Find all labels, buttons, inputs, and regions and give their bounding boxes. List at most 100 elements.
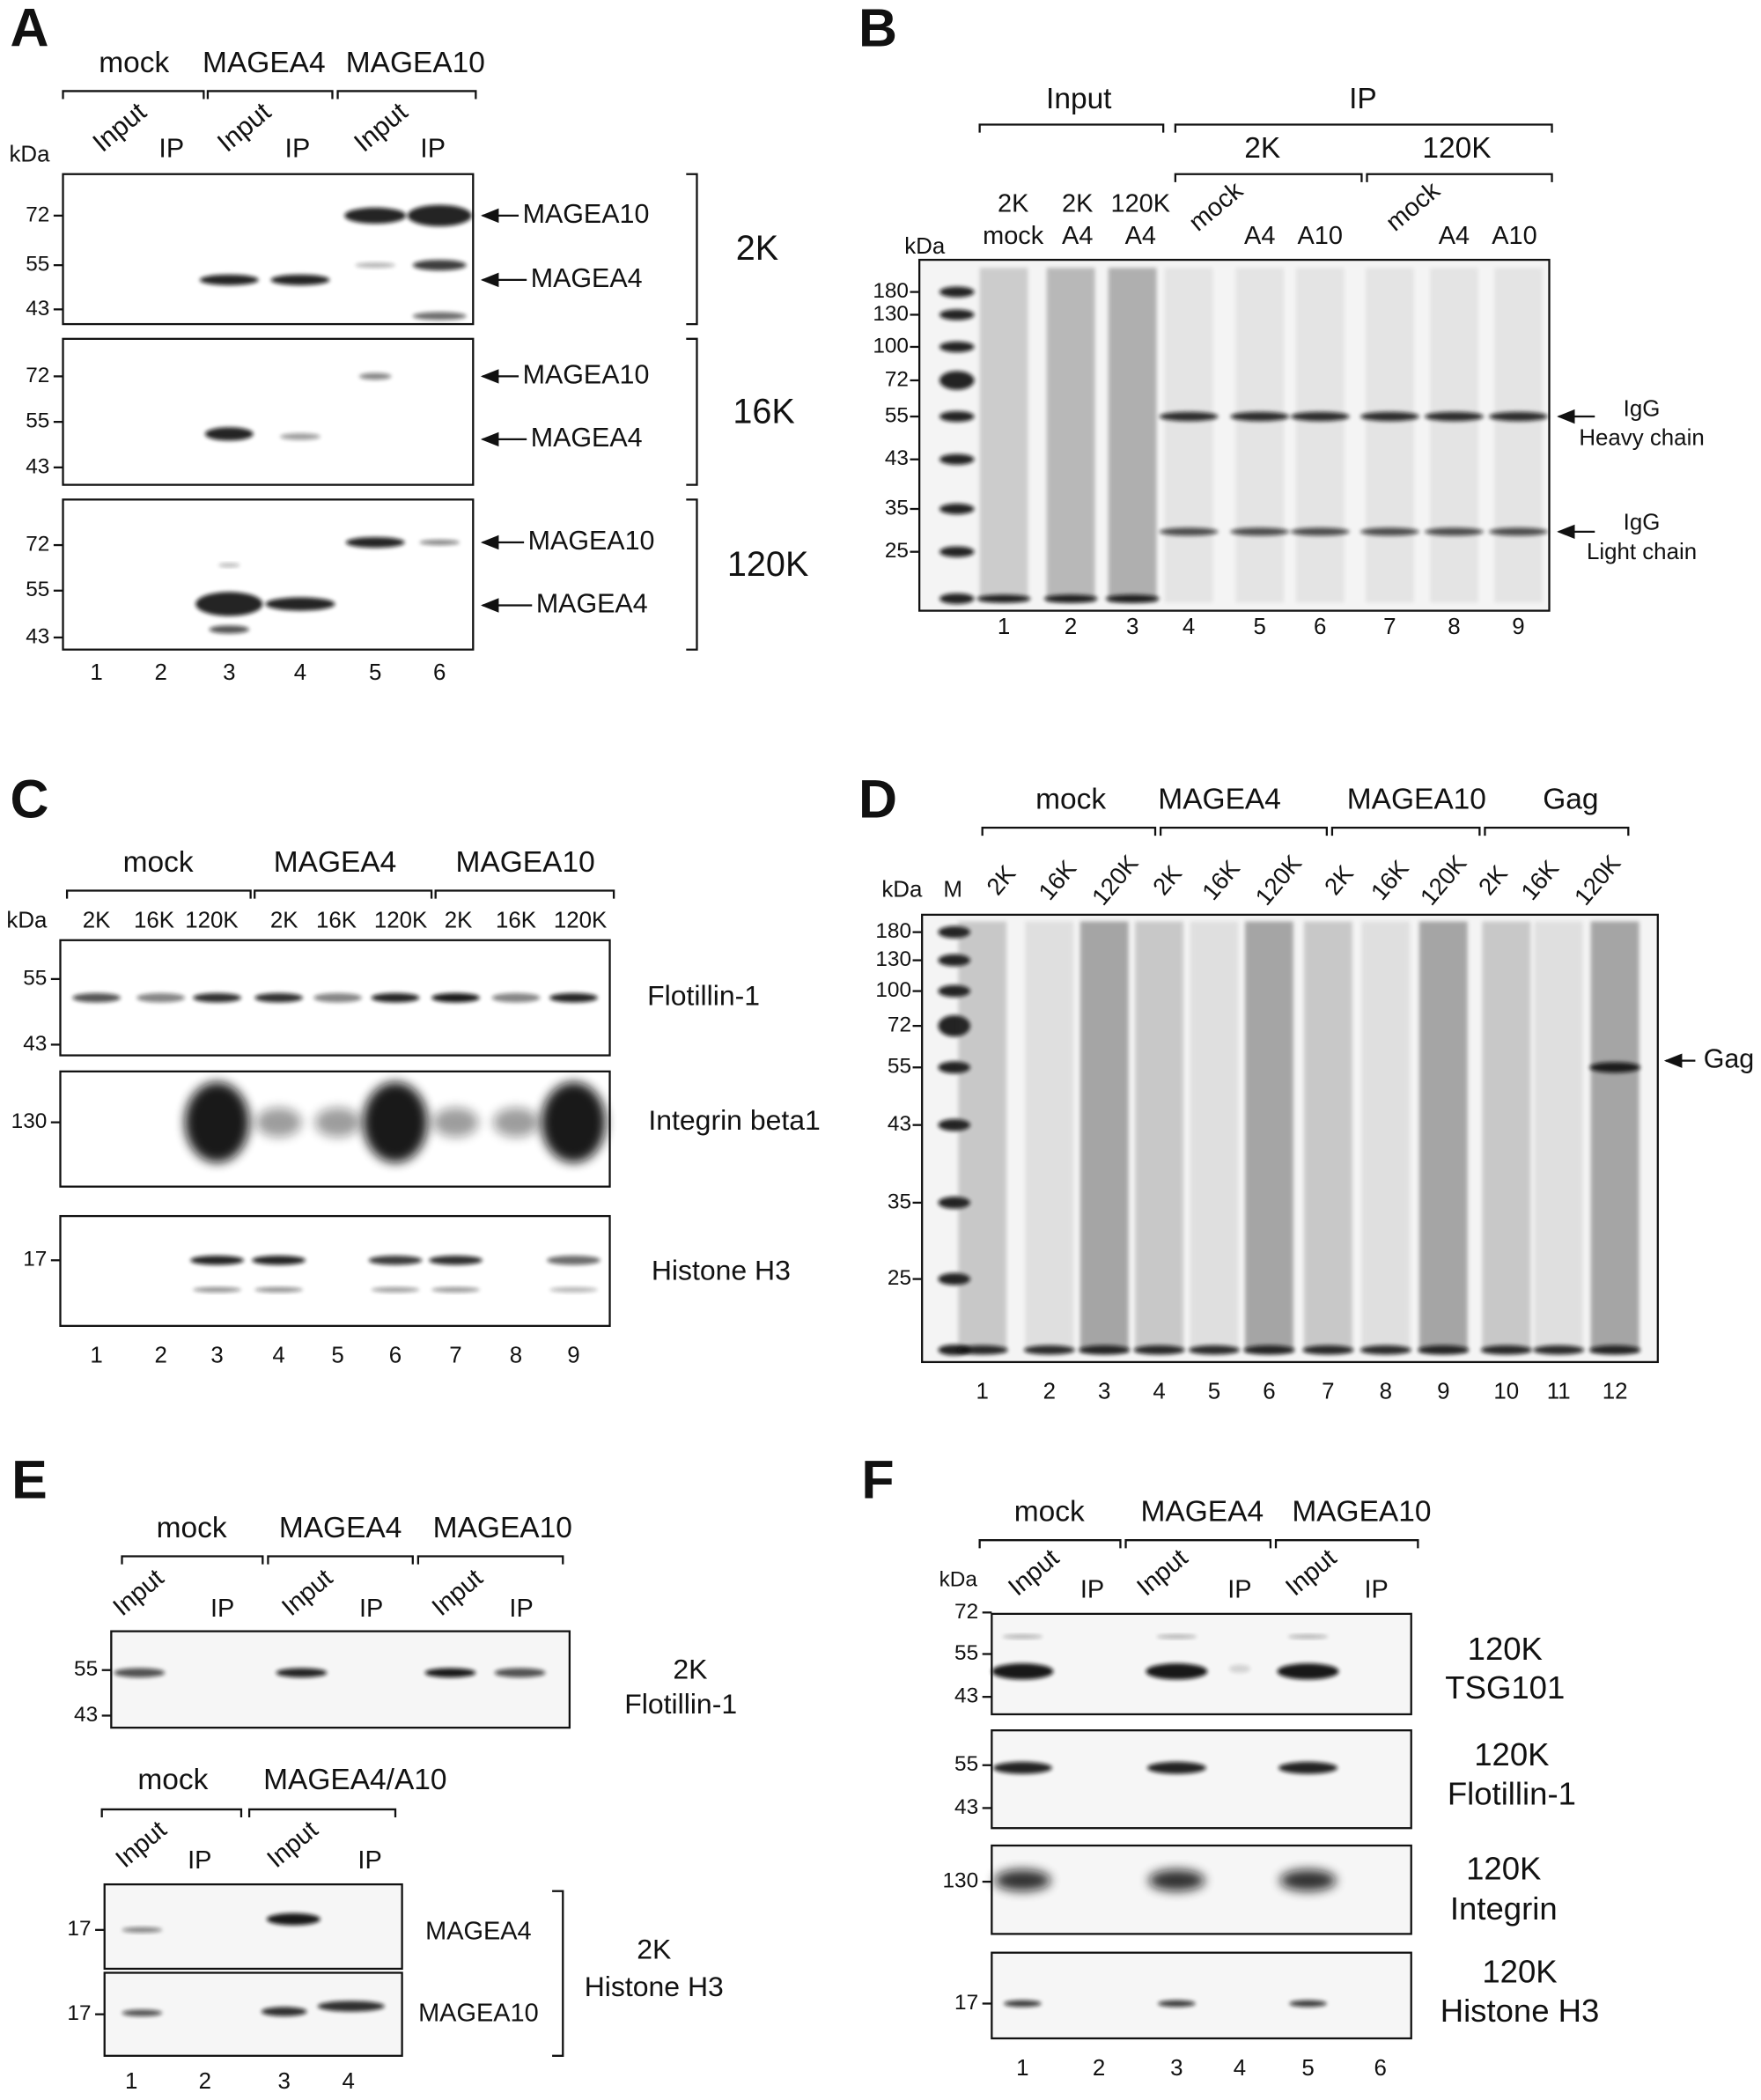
marker-label: 100 [873, 334, 909, 357]
marker-label: 43 [885, 446, 909, 470]
marker-label: 35 [888, 1190, 911, 1213]
band [939, 371, 975, 390]
lane-number: 5 [1208, 1380, 1220, 1404]
lane-label: IP [285, 133, 311, 163]
band [355, 262, 396, 269]
lane-label: 120K [1111, 189, 1171, 217]
lane-number: 4 [1183, 615, 1195, 639]
band [345, 536, 405, 549]
band [991, 1663, 1054, 1680]
marker-label: 25 [885, 539, 909, 563]
group-label: MAGEA10 [433, 1512, 572, 1544]
band [209, 625, 250, 634]
panel-letter: B [858, 0, 897, 58]
lane-label: mock [983, 222, 1044, 250]
lane-label: 16K [1033, 855, 1081, 905]
band [114, 1668, 166, 1678]
band [122, 2009, 163, 2016]
band [1043, 594, 1098, 603]
band [195, 592, 263, 616]
band [412, 260, 467, 271]
marker-label: 43 [23, 1032, 47, 1056]
lane-number: 8 [510, 1344, 522, 1368]
band [939, 309, 975, 321]
band [1418, 1345, 1470, 1355]
band-label: Light chain [1587, 540, 1697, 564]
lane-label: 2K [1147, 860, 1187, 901]
group-bracket [981, 826, 1157, 836]
lane-label: IP [509, 1595, 533, 1623]
blot-frame [62, 498, 475, 651]
marker-label: 130 [873, 302, 909, 326]
lane-label: Input [1003, 1544, 1065, 1602]
lane-number: 2 [199, 2069, 211, 2094]
group-bracket [267, 1555, 414, 1565]
band [494, 1668, 546, 1678]
gel-lane [1534, 921, 1583, 1353]
marker-label: 55 [888, 1055, 911, 1079]
lane-label: 16K [134, 908, 174, 932]
lane-label: Input [349, 96, 414, 158]
blot-label: Histone H3 [585, 1971, 724, 2002]
marker-label: 17 [23, 1248, 47, 1271]
marker-label: 55 [26, 409, 49, 433]
group-bracket [1159, 826, 1328, 836]
lane-label: 16K [1197, 855, 1245, 905]
marker-label: 17 [67, 2001, 91, 2025]
fraction-label: 2K [637, 1934, 671, 1965]
gel-lane [1108, 268, 1157, 603]
blot-frame [991, 1729, 1412, 1830]
side-bracket [552, 1890, 564, 2057]
band [252, 1255, 306, 1265]
lane-label: 120K [1569, 850, 1626, 910]
fraction-label: 16K [733, 392, 794, 431]
lane-label: A4 [1125, 222, 1156, 250]
band-label: MAGEA10 [523, 359, 650, 389]
lane-number: 1 [90, 660, 102, 685]
marker-label: 17 [954, 1991, 978, 2015]
group-bracket [247, 1808, 397, 1818]
group-label: mock [99, 47, 169, 79]
band [549, 992, 598, 1003]
band [270, 274, 330, 285]
band [265, 597, 335, 611]
band [371, 992, 420, 1003]
group-label: MAGEA4 [1141, 1496, 1264, 1529]
lane-label: A4 [1244, 222, 1275, 250]
group-label: mock [137, 1764, 208, 1796]
band [939, 593, 975, 604]
band [254, 992, 303, 1003]
lane-label: mock [1183, 176, 1249, 237]
lane-label: 2K [83, 908, 111, 932]
group-bracket [1274, 1539, 1419, 1549]
band [317, 2001, 385, 2012]
band [185, 1082, 250, 1163]
kda-label: kDa [9, 142, 50, 166]
band [1424, 411, 1484, 422]
band [1533, 1345, 1585, 1355]
lane-label: 2K [445, 908, 473, 932]
band [193, 992, 241, 1003]
band [371, 1286, 420, 1293]
lane-label: Input [276, 1564, 338, 1622]
band-label: MAGEA10 [528, 526, 655, 556]
band [1290, 411, 1350, 422]
band [1159, 411, 1219, 422]
lane-label: IP [158, 133, 184, 163]
band [204, 427, 254, 441]
lane-label: IP [420, 133, 446, 163]
gel-lane [979, 268, 1028, 603]
lane-number: 5 [1301, 2056, 1314, 2081]
lane-number: 4 [343, 2069, 355, 2094]
band [280, 433, 321, 440]
lane-number: 6 [1263, 1380, 1275, 1404]
marker-label: 180 [873, 279, 909, 303]
group-label: MAGEA10 [1347, 783, 1486, 815]
blot-frame [991, 1844, 1412, 1935]
marker-label: 43 [26, 454, 49, 478]
kda-label: kDa [939, 1567, 978, 1591]
band [1489, 411, 1548, 422]
lane-label: 16K [1515, 855, 1564, 905]
lane-label: Input [108, 1564, 170, 1622]
